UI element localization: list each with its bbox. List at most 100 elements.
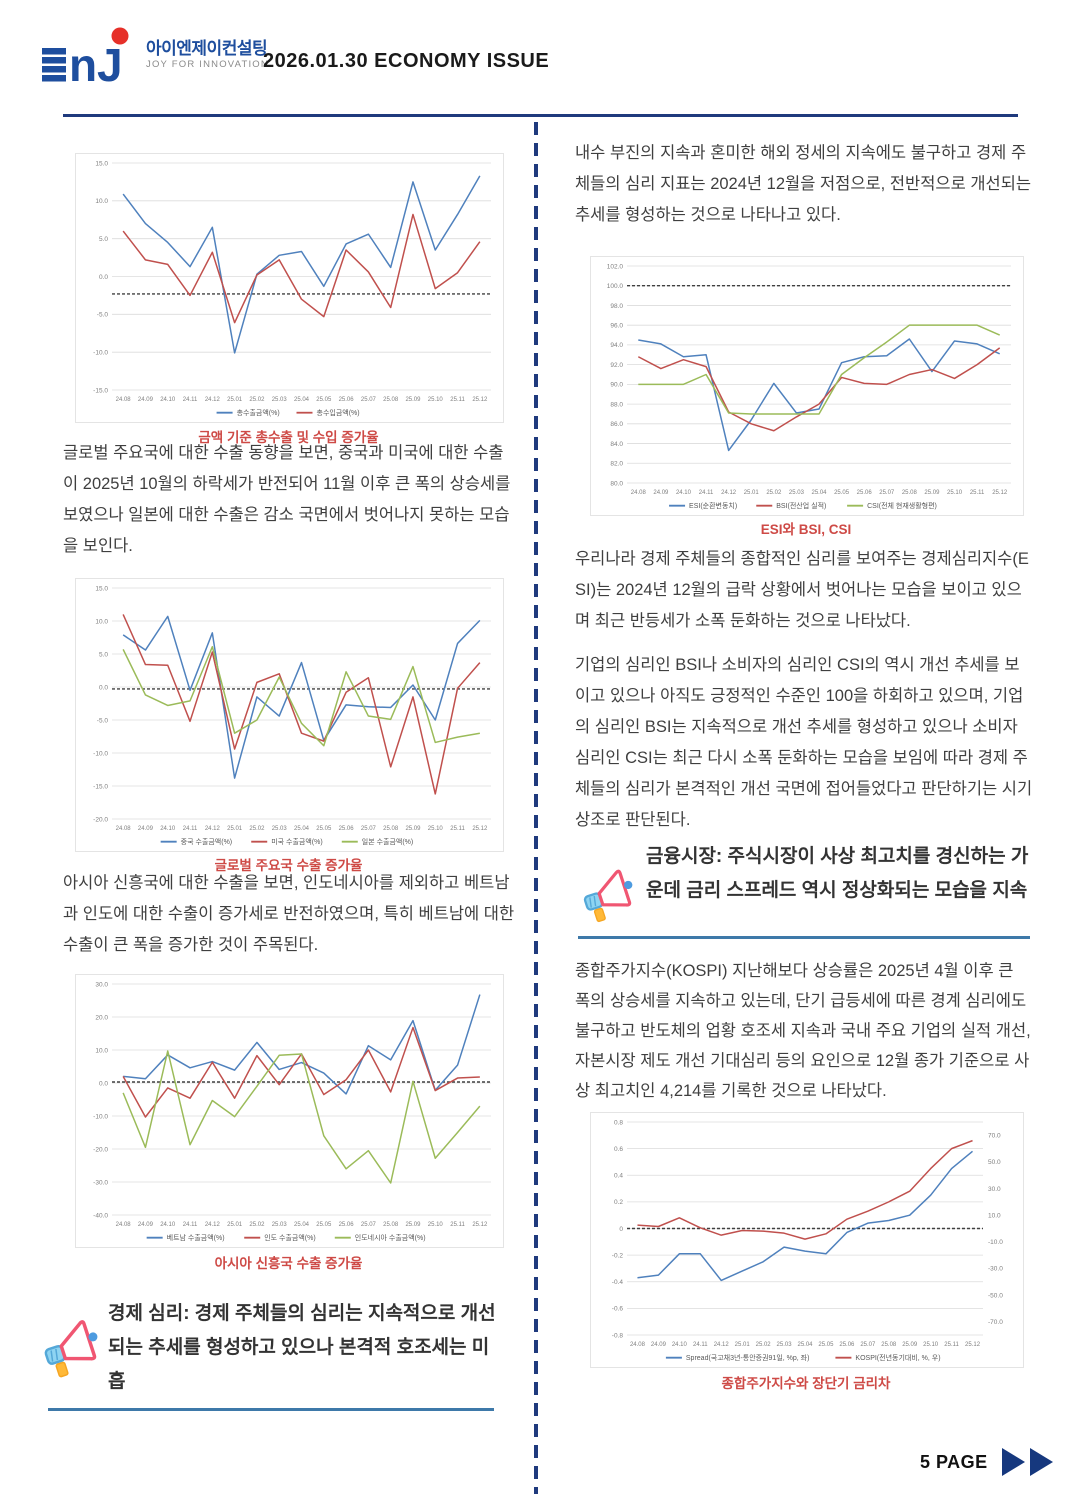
svg-text:84.0: 84.0 — [610, 441, 623, 448]
svg-text:30.0: 30.0 — [988, 1186, 1001, 1193]
svg-text:25.07: 25.07 — [361, 397, 377, 403]
svg-text:5.0: 5.0 — [99, 236, 108, 243]
svg-text:n: n — [69, 39, 97, 84]
svg-text:25.10: 25.10 — [428, 1222, 444, 1228]
svg-text:24.10: 24.10 — [160, 1222, 176, 1228]
svg-text:25.08: 25.08 — [881, 1342, 897, 1348]
megaphone-icon — [36, 1314, 108, 1391]
svg-text:80.0: 80.0 — [610, 480, 623, 487]
svg-text:0.0: 0.0 — [99, 1080, 108, 1087]
svg-text:-10.0: -10.0 — [988, 1239, 1003, 1246]
svg-text:25.07: 25.07 — [860, 1342, 876, 1348]
chart-caption-asia-exports: 아시아 신흥국 수출 증가율 — [214, 1256, 363, 1271]
svg-text:25.09: 25.09 — [902, 1342, 918, 1348]
logo-slogan: JOY FOR INNOVATION — [146, 59, 269, 70]
column-divider — [534, 122, 538, 1494]
svg-text:-5.0: -5.0 — [97, 312, 109, 319]
section-underline — [48, 1408, 494, 1411]
svg-text:25.01: 25.01 — [227, 826, 243, 832]
logo-mark-icon: n J — [42, 27, 129, 84]
svg-text:J: J — [97, 39, 123, 84]
svg-text:-0.4: -0.4 — [612, 1279, 624, 1286]
svg-text:-70.0: -70.0 — [988, 1319, 1003, 1326]
svg-text:25.12: 25.12 — [965, 1342, 981, 1348]
svg-text:Spread(국고채3년-통안증권91일, %p, 좌): Spread(국고채3년-통안증권91일, %p, 좌) — [686, 1353, 810, 1362]
svg-text:24.09: 24.09 — [138, 397, 154, 403]
svg-text:-10.0: -10.0 — [93, 1113, 108, 1120]
svg-text:25.09: 25.09 — [405, 826, 421, 832]
svg-text:24.12: 24.12 — [714, 1342, 730, 1348]
svg-text:25.10: 25.10 — [923, 1342, 939, 1348]
svg-text:-30.0: -30.0 — [93, 1179, 108, 1186]
svg-text:30.0: 30.0 — [95, 981, 108, 988]
svg-text:10.0: 10.0 — [95, 198, 108, 205]
svg-text:24.12: 24.12 — [205, 826, 221, 832]
svg-text:24.11: 24.11 — [183, 397, 198, 403]
svg-text:인도네시아 수출금액(%): 인도네시아 수출금액(%) — [355, 1233, 426, 1242]
svg-text:25.01: 25.01 — [735, 1342, 751, 1348]
paragraph-esi: 우리나라 경제 주체들의 종합적인 심리를 보여주는 경제심리지수(ESI)는 … — [575, 550, 1029, 630]
svg-text:96.0: 96.0 — [610, 322, 623, 329]
svg-text:-5.0: -5.0 — [97, 717, 109, 724]
svg-text:-0.6: -0.6 — [612, 1306, 624, 1313]
svg-text:24.08: 24.08 — [630, 1342, 646, 1348]
svg-text:25.04: 25.04 — [294, 1222, 310, 1228]
svg-text:90.0: 90.0 — [610, 382, 623, 389]
svg-text:20.0: 20.0 — [95, 1014, 108, 1021]
svg-text:25.02: 25.02 — [766, 490, 782, 496]
svg-text:25.01: 25.01 — [227, 1222, 243, 1228]
chart-caption-global-exports: 글로벌 주요국 수출 증가율 — [214, 858, 363, 873]
svg-text:25.07: 25.07 — [361, 1222, 377, 1228]
svg-text:-30.0: -30.0 — [988, 1266, 1003, 1273]
chart-esi-bsi-csi: 102.0 100.0 98.0 96.0 94.0 92.0 90.0 88.0 86.0 84… — [590, 256, 1024, 516]
svg-text:0.4: 0.4 — [614, 1173, 623, 1180]
svg-text:24.12: 24.12 — [205, 397, 221, 403]
svg-text:24.11: 24.11 — [699, 490, 714, 496]
section-heading-sentiment: 경제 심리: 경제 주체들의 심리는 지속적으로 개선되는 추세를 형성하고 있… — [108, 1303, 496, 1392]
svg-text:24.12: 24.12 — [721, 490, 737, 496]
chart-caption-kospi-spread: 종합주가지수와 장단기 금리차 — [721, 1376, 891, 1391]
paragraph-global-exports: 글로벌 주요국에 대한 수출 동향을 보면, 중국과 미국에 대한 수출이 20… — [63, 444, 511, 555]
svg-text:0.8: 0.8 — [614, 1119, 623, 1126]
svg-text:25.06: 25.06 — [339, 826, 355, 832]
svg-text:25.04: 25.04 — [797, 1342, 813, 1348]
svg-text:-10.0: -10.0 — [93, 349, 108, 356]
svg-text:24.08: 24.08 — [116, 397, 132, 403]
chart-global-major-exports: 15.0 10.0 5.0 0.0 -5.0 -10.0 -15.0 -20.0 24.08 24… — [75, 578, 504, 852]
svg-text:10.0: 10.0 — [988, 1212, 1001, 1219]
svg-text:24.09: 24.09 — [651, 1342, 667, 1348]
svg-text:0.0: 0.0 — [99, 274, 108, 281]
svg-text:10.0: 10.0 — [95, 618, 108, 625]
svg-text:25.07: 25.07 — [879, 490, 895, 496]
svg-text:일본 수출금액(%): 일본 수출금액(%) — [362, 837, 413, 846]
svg-text:25.01: 25.01 — [227, 397, 243, 403]
paragraph-sentiment-overview: 내수 부진의 지속과 혼미한 해외 정세의 지속에도 불구하고 경제 주체들의 … — [575, 144, 1032, 224]
svg-text:25.08: 25.08 — [383, 1222, 399, 1228]
svg-text:25.05: 25.05 — [818, 1342, 834, 1348]
svg-text:25.06: 25.06 — [339, 1222, 355, 1228]
svg-text:25.08: 25.08 — [383, 826, 399, 832]
svg-text:25.04: 25.04 — [294, 397, 310, 403]
svg-text:24.08: 24.08 — [116, 826, 132, 832]
svg-text:24.09: 24.09 — [138, 1222, 154, 1228]
page-number-label: 5 PAGE — [920, 1451, 988, 1472]
paragraph-asia-exports: 아시아 신흥국에 대한 수출을 보면, 인도네시아를 제외하고 베트남과 인도에… — [63, 874, 515, 954]
svg-text:25.05: 25.05 — [834, 490, 850, 496]
svg-text:25.06: 25.06 — [839, 1342, 855, 1348]
svg-text:24.11: 24.11 — [693, 1342, 708, 1348]
chart-kospi-spread: 0.8 0.6 0.4 0.2 0 -0.2 -0.4 -0.6 -0.8 70.0 50.0 30.… — [590, 1112, 1024, 1368]
svg-text:25.12: 25.12 — [992, 490, 1008, 496]
paragraph-bsi-csi: 기업의 심리인 BSI나 소비자의 심리인 CSI의 역시 개선 추세를 보이고… — [575, 656, 1033, 829]
svg-text:88.0: 88.0 — [610, 401, 623, 408]
svg-text:25.08: 25.08 — [902, 490, 918, 496]
svg-text:25.11: 25.11 — [450, 397, 465, 403]
svg-text:82.0: 82.0 — [610, 461, 623, 468]
svg-text:25.05: 25.05 — [316, 397, 332, 403]
svg-text:25.02: 25.02 — [249, 826, 265, 832]
svg-text:총수출금액(%): 총수출금액(%) — [237, 408, 280, 417]
svg-text:100.0: 100.0 — [607, 283, 624, 290]
svg-text:25.09: 25.09 — [405, 397, 421, 403]
svg-text:25.06: 25.06 — [857, 490, 873, 496]
svg-text:25.02: 25.02 — [756, 1342, 772, 1348]
svg-text:25.03: 25.03 — [789, 490, 805, 496]
